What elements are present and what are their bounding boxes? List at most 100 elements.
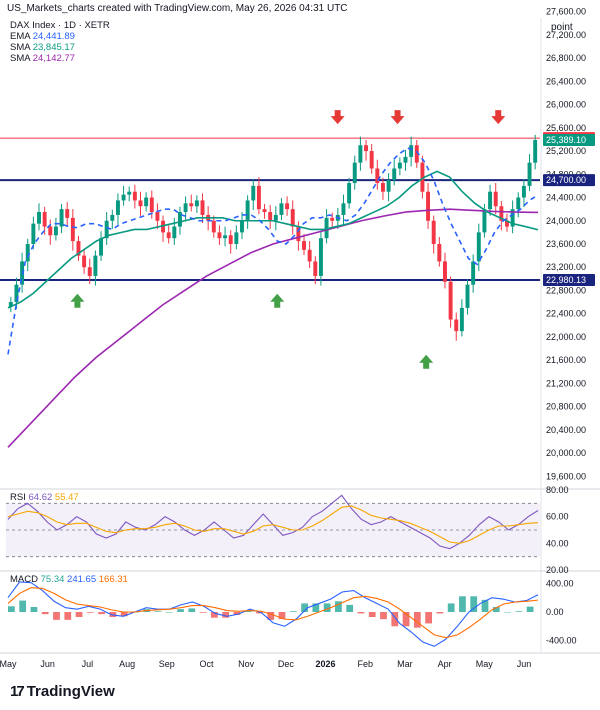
candle-body: [375, 168, 380, 183]
macd-histogram-bar: [30, 607, 38, 612]
price-tick-label: 26,800.00: [546, 53, 586, 63]
candle-body: [110, 214, 115, 221]
candle-body: [144, 197, 149, 207]
price-tick-label: 24,000.00: [546, 216, 586, 226]
price-tick-label: 21,200.00: [546, 378, 586, 388]
price-axis-title: point: [551, 22, 573, 33]
candle-body: [420, 162, 425, 192]
candle-body: [521, 185, 526, 198]
candle-body: [302, 241, 306, 250]
candle-body: [296, 226, 301, 242]
candle-body: [234, 232, 239, 244]
candle-body: [318, 238, 323, 276]
candle-body: [183, 203, 188, 213]
candle-body: [330, 217, 335, 221]
macd-histogram-bar: [368, 612, 376, 617]
macd-histogram-bar: [86, 612, 94, 613]
candle-body: [223, 235, 228, 239]
rsi-tick-label: 60.00: [546, 512, 569, 522]
tradingview-brand[interactable]: 17 TradingView: [10, 683, 115, 700]
macd-histogram-bar: [75, 612, 83, 617]
time-tick-label: May: [0, 659, 17, 669]
ema-line: [7, 147, 539, 355]
macd-histogram-bar: [199, 612, 207, 613]
price-label-box: [543, 174, 595, 187]
candle-body: [70, 217, 75, 242]
candle-body: [488, 191, 493, 210]
candle-body: [279, 203, 284, 215]
candle-body: [14, 284, 19, 303]
candle-body: [161, 220, 166, 233]
macd-histogram-bar: [312, 603, 320, 612]
time-tick-label: Dec: [278, 659, 295, 669]
candle-body: [380, 183, 385, 192]
price-tick-label: 22,400.00: [546, 309, 586, 319]
candle-body: [121, 194, 126, 201]
candle-body: [138, 200, 143, 207]
candle-body: [533, 140, 538, 163]
macd-histogram-bar: [447, 603, 455, 612]
macd-histogram-bar: [210, 612, 218, 618]
candle-body: [313, 261, 318, 276]
price-label: 25,389.10: [546, 135, 586, 145]
price-tick-label: 27,200.00: [546, 30, 586, 40]
macd-histogram-bar: [165, 612, 173, 613]
price-tick-label: 22,800.00: [546, 285, 586, 295]
candle-body: [442, 261, 447, 282]
candle-body: [177, 212, 182, 227]
candle-body: [352, 162, 357, 183]
price-tick-label: 23,200.00: [546, 262, 586, 272]
macd-histogram-bar: [256, 612, 263, 614]
candle-body: [76, 241, 81, 256]
candle-body: [527, 162, 532, 186]
candle-body: [273, 214, 278, 221]
macd-histogram-bar: [289, 611, 297, 612]
down-arrow-icon: [491, 110, 506, 125]
candle-body: [65, 209, 70, 218]
time-tick-label: Jun: [517, 659, 532, 669]
macd-histogram-bar: [19, 600, 27, 612]
rsi-legend: RSI 64.62 55.47: [10, 492, 79, 503]
candle-body: [42, 212, 47, 227]
macd-tick-label: 0.00: [546, 607, 564, 617]
legend-sma-long: SMA 24,142.77: [10, 53, 75, 64]
candle-body: [59, 209, 64, 227]
rsi-tick-label: 40.00: [546, 538, 569, 548]
macd-tick-label: -400.00: [546, 636, 577, 646]
macd-histogram-bar: [515, 611, 523, 612]
candle-body: [48, 226, 53, 236]
price-tick-label: 22,000.00: [546, 332, 586, 342]
rsi-tick-label: 80.00: [546, 485, 569, 495]
candle-body: [465, 284, 470, 308]
time-tick-label: Sep: [159, 659, 175, 669]
price-tick-label: 25,200.00: [546, 146, 586, 156]
candle-body: [194, 200, 199, 207]
candle-body: [104, 220, 109, 239]
macd-histogram-bar: [278, 612, 286, 620]
candle-body: [403, 156, 408, 163]
price-legend: DAX Index · 1D · XETR EMA 24,441.89 SMA …: [10, 20, 110, 64]
candle-body: [87, 267, 92, 276]
candle-body: [426, 191, 431, 221]
up-arrow-icon: [70, 293, 85, 308]
candle-body: [347, 183, 352, 204]
macd-histogram-bar: [188, 608, 196, 612]
price-tick-label: 21,600.00: [546, 355, 586, 365]
price-tick-label: 20,800.00: [546, 402, 586, 412]
time-tick-label: Mar: [397, 659, 413, 669]
macd-histogram-bar: [98, 612, 105, 615]
sma-long-line: [7, 208, 539, 448]
sma-short-line: [7, 170, 539, 309]
time-tick-label: May: [476, 659, 494, 669]
time-tick-label: Apr: [438, 659, 452, 669]
macd-line: [7, 581, 539, 647]
time-tick-label: 2026: [316, 659, 336, 669]
macd-histogram-bar: [357, 612, 365, 614]
time-tick-label: Oct: [199, 659, 214, 669]
macd-histogram-bar: [425, 612, 432, 624]
macd-tick-label: 400.00: [546, 578, 574, 588]
macd-histogram-bar: [526, 606, 534, 612]
candle-body: [99, 238, 104, 256]
time-tick-label: Feb: [357, 659, 373, 669]
